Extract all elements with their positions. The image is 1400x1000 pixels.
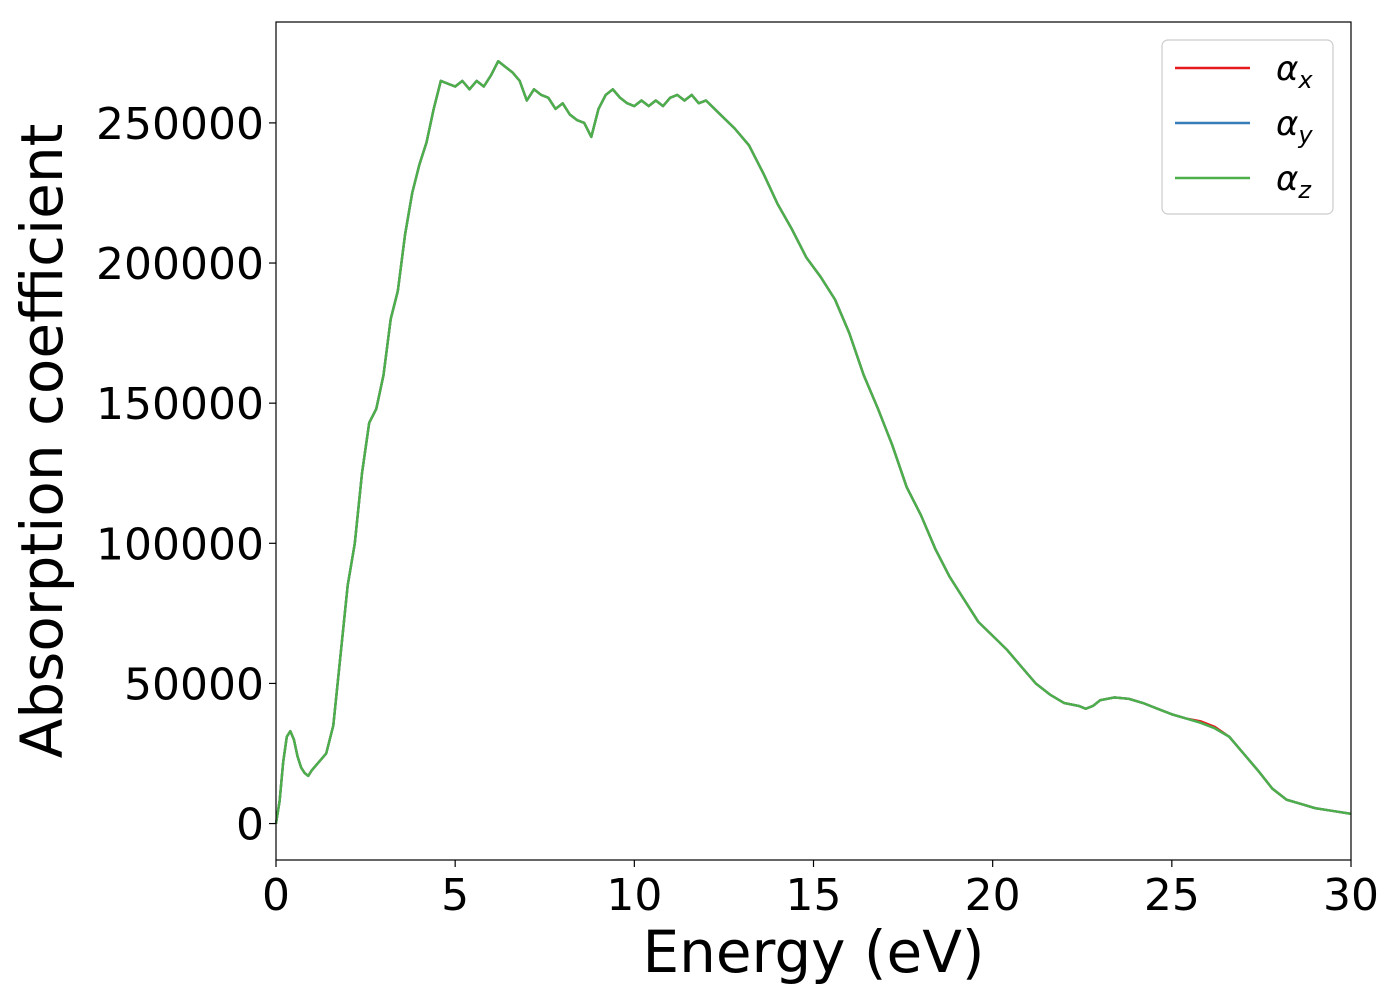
legend-label: αx (1276, 49, 1313, 94)
y-axis-title: Absorption coefficient (8, 124, 76, 759)
y-tick-label: 150000 (96, 379, 264, 430)
x-tick-label: 0 (262, 870, 290, 921)
x-tick-label: 10 (606, 870, 662, 921)
x-tick-label: 5 (441, 870, 469, 921)
legend-subscript: z (1297, 176, 1312, 204)
x-tick-label: 30 (1323, 870, 1379, 921)
x-axis: 0 5 10 15 20 25 30 (262, 860, 1379, 921)
x-tick-label: 15 (786, 870, 842, 921)
x-tick-label: 20 (965, 870, 1021, 921)
legend-label: αy (1276, 104, 1313, 149)
x-tick-label: 25 (1144, 870, 1200, 921)
y-tick-label: 50000 (124, 659, 264, 710)
y-axis: 0 50000 100000 150000 200000 250000 (96, 99, 276, 851)
series-line-alpha-z (274, 60, 1352, 824)
legend-label: αz (1276, 159, 1312, 204)
x-axis-title: Energy (eV) (642, 918, 984, 986)
series-layer (274, 60, 1352, 824)
legend-box (1161, 39, 1334, 215)
legend-symbol: α (1276, 159, 1298, 199)
y-tick-label: 250000 (96, 99, 264, 150)
legend-symbol: α (1276, 104, 1298, 144)
legend-subscript: x (1297, 66, 1313, 94)
y-tick-label: 0 (236, 800, 264, 851)
legend-symbol: α (1276, 49, 1298, 89)
y-tick-label: 200000 (96, 239, 264, 290)
legend-subscript: y (1297, 121, 1313, 149)
y-tick-label: 100000 (96, 519, 264, 570)
